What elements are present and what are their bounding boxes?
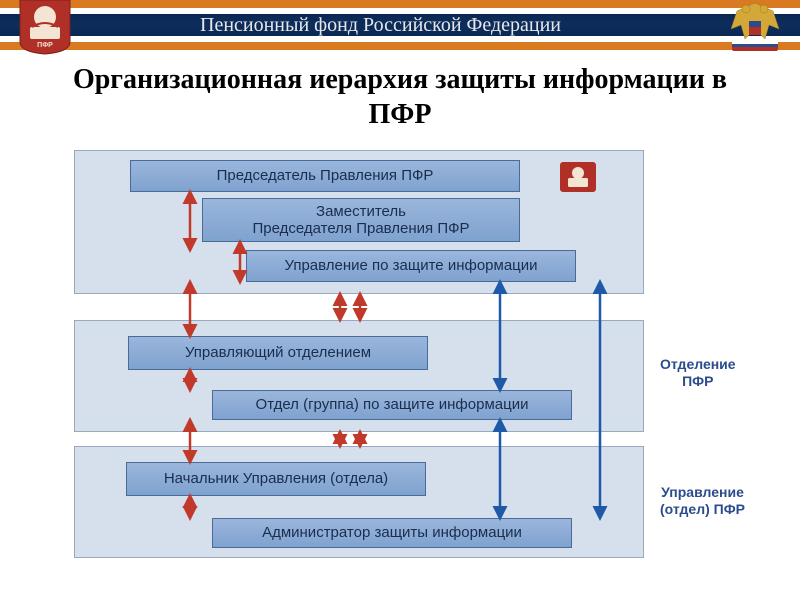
node-label: Управление по защите информации xyxy=(284,257,537,274)
side-label-dept: Управление (отдел) ПФР xyxy=(660,484,745,518)
svg-text:ПФР: ПФР xyxy=(37,42,53,49)
node-deputy: Заместитель Председателя Правления ПФР xyxy=(202,198,520,242)
header-stripe xyxy=(0,0,800,8)
pfr-small-logo-icon xyxy=(559,161,597,193)
hierarchy-diagram: Председатель Правления ПФР Заместитель П… xyxy=(40,150,760,570)
node-chairman: Председатель Правления ПФР xyxy=(130,160,520,192)
node-label: Администратор защиты информации xyxy=(262,524,522,541)
header-stripe xyxy=(0,36,800,42)
page-title: Организационная иерархия защиты информац… xyxy=(40,62,760,132)
node-dept-head: Начальник Управления (отдела) xyxy=(126,462,426,496)
header-title: Пенсионный фонд Российской Федерации xyxy=(200,14,561,37)
node-label: Отдел (группа) по защите информации xyxy=(256,396,529,413)
node-label: Председатель Правления ПФР xyxy=(217,167,434,184)
node-branch-manager: Управляющий отделением xyxy=(128,336,428,370)
header-stripe xyxy=(0,42,800,50)
node-security-admin: Администратор защиты информации xyxy=(212,518,572,548)
header-banner: Пенсионный фонд Российской Федерации ПФР xyxy=(0,0,800,50)
node-label: Начальник Управления (отдела) xyxy=(164,470,388,487)
node-security-group: Отдел (группа) по защите информации xyxy=(212,390,572,420)
node-security-dept: Управление по защите информации xyxy=(246,250,576,282)
node-label: Управляющий отделением xyxy=(185,344,371,361)
rf-eagle-icon xyxy=(720,0,790,55)
pfr-logo-icon: ПФР xyxy=(10,0,80,55)
side-label-branch: Отделение ПФР xyxy=(660,356,736,390)
node-label: Заместитель Председателя Правления ПФР xyxy=(252,203,469,238)
